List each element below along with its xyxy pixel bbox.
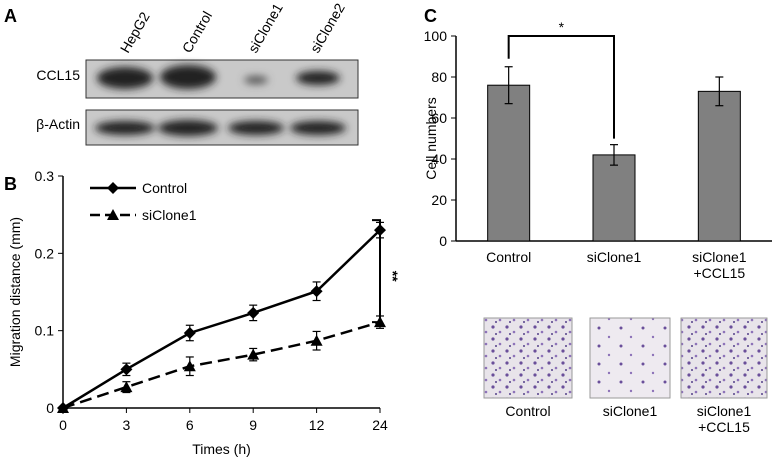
y-axis-label: Migration distance (mm) bbox=[7, 217, 23, 367]
y-tick-label: 60 bbox=[431, 110, 447, 126]
y-tick-label: 0.2 bbox=[35, 245, 55, 261]
bar bbox=[487, 84, 531, 242]
blot-bands bbox=[95, 65, 346, 136]
marker bbox=[247, 348, 260, 360]
panel-label: B bbox=[4, 174, 17, 194]
blot-row-label: CCL15 bbox=[36, 67, 80, 83]
x-tick-label: 3 bbox=[123, 417, 131, 433]
y-tick-label: 80 bbox=[431, 69, 447, 85]
series-line bbox=[62, 320, 381, 410]
micrograph-label: Control bbox=[505, 403, 551, 419]
micrograph bbox=[680, 317, 768, 399]
series-line bbox=[62, 229, 381, 410]
marker bbox=[57, 402, 69, 413]
legend-label: siClone1 bbox=[142, 207, 197, 223]
y-tick-label: 0 bbox=[439, 233, 447, 249]
significance-label: * bbox=[559, 19, 565, 35]
marker bbox=[310, 334, 323, 346]
x-tick-label: 12 bbox=[309, 417, 325, 433]
x-tick-label: siClone1 +CCL15 bbox=[692, 249, 747, 281]
y-tick-label: 40 bbox=[431, 151, 447, 167]
y-tick-label: 20 bbox=[431, 192, 447, 208]
y-tick-label: 100 bbox=[424, 28, 448, 44]
x-tick-label: 24 bbox=[372, 417, 388, 433]
marker bbox=[247, 306, 260, 319]
micrograph bbox=[589, 317, 671, 399]
panel-label: A bbox=[4, 6, 17, 26]
x-tick-label: 0 bbox=[59, 417, 67, 433]
marker bbox=[310, 285, 323, 298]
y-axis-label: Cell numbers bbox=[423, 97, 439, 179]
blot-lane-label: HepG2 bbox=[117, 9, 153, 56]
marker bbox=[107, 182, 119, 194]
marker bbox=[107, 209, 119, 220]
x-axis-label: Times (h) bbox=[192, 441, 251, 457]
blot-lane-label: Control bbox=[179, 8, 215, 55]
y-tick-label: 0 bbox=[46, 400, 54, 416]
bar bbox=[697, 90, 741, 242]
x-tick-label: Control bbox=[486, 249, 532, 265]
marker bbox=[120, 363, 133, 376]
micrograph-label: siClone1 bbox=[602, 403, 658, 419]
significance-label: ** bbox=[385, 271, 401, 282]
bar bbox=[592, 154, 636, 242]
marker bbox=[120, 381, 133, 393]
marker bbox=[183, 326, 196, 339]
significance-bracket bbox=[507, 35, 615, 139]
micrograph-label: siClone1 +CCL15 bbox=[696, 403, 752, 435]
blot-lane-label: siClone1 bbox=[245, 0, 286, 55]
y-tick-label: 0.3 bbox=[35, 168, 55, 184]
panel-label: C bbox=[424, 6, 437, 26]
marker bbox=[183, 360, 196, 372]
x-tick-label: 9 bbox=[249, 417, 257, 433]
blot-row-label: β-Actin bbox=[36, 116, 80, 132]
x-tick-label: siClone1 bbox=[586, 249, 642, 265]
micrograph bbox=[483, 317, 573, 399]
legend-label: Control bbox=[142, 180, 187, 196]
blot-lane-label: siClone2 bbox=[307, 0, 348, 55]
x-tick-label: 6 bbox=[186, 417, 194, 433]
significance-bracket bbox=[372, 219, 381, 324]
y-tick-label: 0.1 bbox=[35, 323, 55, 339]
